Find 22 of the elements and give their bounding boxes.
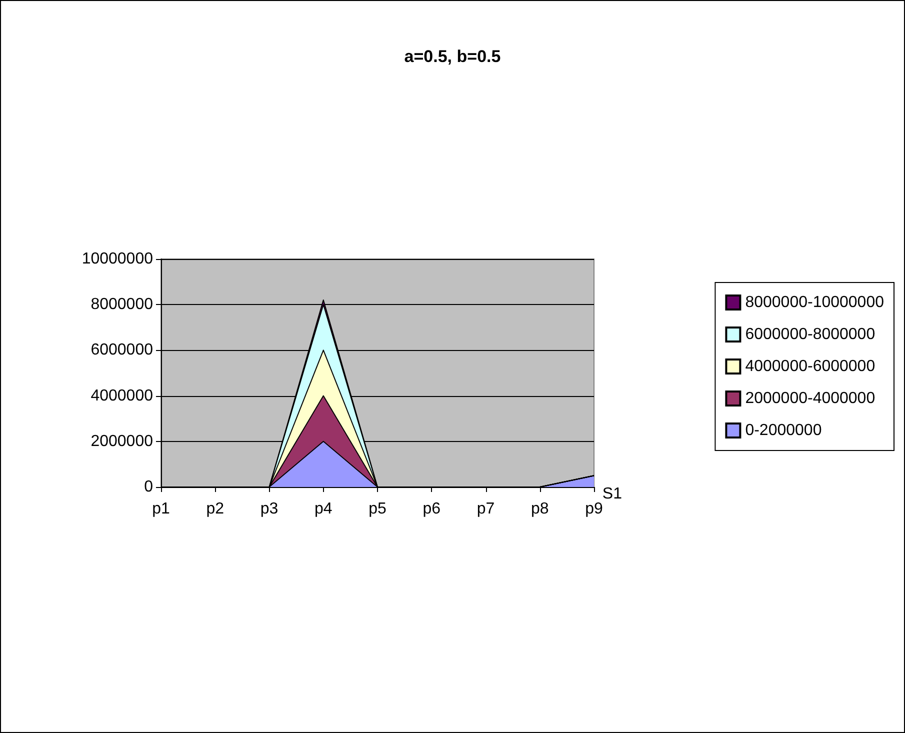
- y-tick-label: 4000000: [90, 387, 154, 404]
- x-tick-label: p4: [314, 500, 332, 518]
- legend-label: 8000000-10000000: [745, 294, 884, 311]
- legend-label: 2000000-4000000: [745, 390, 876, 407]
- text: S1: [602, 486, 622, 502]
- x-tick-label: p7: [476, 500, 495, 518]
- y-tick-label: 2000000: [90, 432, 154, 450]
- x-tick-label: p2: [206, 500, 224, 518]
- x-tick-label: p9: [585, 500, 603, 518]
- x-tick-label: p8: [530, 500, 549, 518]
- legend-label: 4000000-6000000: [745, 358, 876, 375]
- y-tick-label: 8000000: [90, 296, 154, 314]
- y-tick-label: 10000000: [82, 250, 154, 268]
- x-tick-label: p1: [152, 500, 170, 518]
- x-tick-label: p3: [260, 500, 278, 518]
- legend-label: 0-2000000: [745, 422, 822, 439]
- chart-title: a=0.5, b=0.5: [404, 47, 501, 66]
- legend-label: 6000000-8000000: [745, 326, 876, 343]
- y-tick-label: 0: [144, 478, 154, 496]
- x-tick-label: p6: [422, 500, 441, 518]
- y-tick-label: 6000000: [90, 342, 154, 359]
- x-tick-label: p5: [368, 500, 386, 518]
